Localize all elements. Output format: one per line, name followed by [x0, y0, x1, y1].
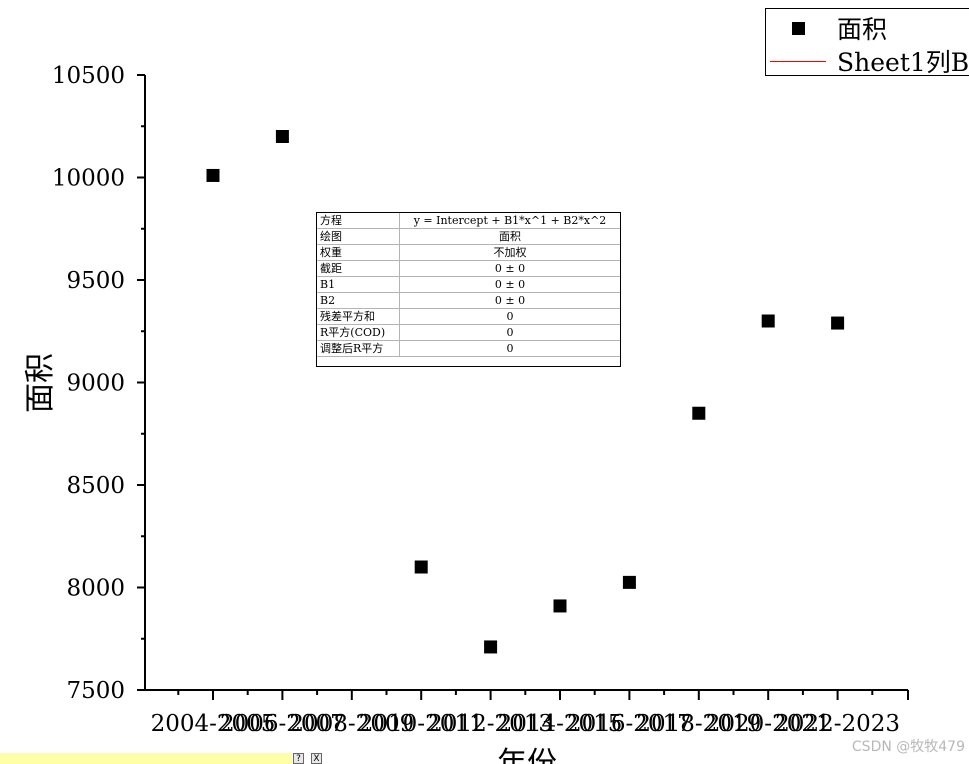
y-tick-label: 10000	[52, 166, 125, 192]
fit-table-value: 0 ± 0	[399, 260, 621, 277]
x-tick-label: 2020-2021	[706, 711, 831, 737]
x-tick-label: 2022-2023	[775, 711, 900, 737]
fit-table-value: 0	[399, 324, 621, 341]
data-point	[206, 168, 220, 182]
x-tick-label: 2016-2017	[567, 711, 692, 737]
fit-table-value: 0	[399, 340, 621, 357]
fit-table-row: 调整后R平方 0	[316, 340, 621, 357]
fit-table-row: 方程 y = Intercept + B1*x^1 + B2*x^2	[316, 212, 621, 229]
data-point	[553, 599, 567, 613]
x-tick-label: 2006-2007	[220, 711, 345, 737]
legend-label-sheet1-colb: Sheet1列B	[837, 48, 969, 77]
legend: 面积 Sheet1列B	[765, 8, 969, 77]
y-tick-label: 9000	[66, 371, 125, 397]
fit-table-value: 面积	[399, 228, 621, 245]
fit-table-value: 0 ± 0	[399, 292, 621, 309]
fit-table-key: R平方(COD)	[316, 324, 400, 341]
fit-table-key: 权重	[316, 244, 400, 261]
data-point	[761, 314, 775, 328]
fit-table-row: B1 0 ± 0	[316, 276, 621, 293]
fit-table-row: B2 0 ± 0	[316, 292, 621, 309]
status-bar	[0, 753, 292, 764]
watermark: CSDN @牧牧479	[851, 739, 965, 755]
fit-table-key: 截距	[316, 260, 400, 277]
x-tick-label: 2010-2011	[359, 711, 484, 737]
data-point	[275, 130, 289, 143]
x-tick-label: 2012-2013	[428, 711, 553, 737]
fit-table-row: 绘图 面积	[316, 228, 621, 245]
x-axis-title: 年份	[497, 746, 557, 764]
fit-table-key: B1	[316, 276, 400, 293]
fit-table-value: 0 ± 0	[399, 276, 621, 293]
fit-table-value: 0	[399, 308, 621, 325]
data-point	[414, 560, 428, 574]
fit-table-key: 方程	[316, 212, 400, 229]
fit-results-table: 方程 y = Intercept + B1*x^1 + B2*x^2 绘图 面积 权重不…	[316, 212, 621, 357]
x-tick-label: 2008-2009	[289, 711, 414, 737]
y-tick-label: 10500	[52, 63, 125, 89]
legend-label-area: 面积	[837, 15, 888, 44]
fit-table-row: R平方(COD) 0	[316, 324, 621, 341]
legend-line-marker	[770, 60, 826, 62]
fit-table-row: 截距 0 ± 0	[316, 260, 621, 277]
fit-table-key: 残差平方和	[316, 308, 400, 325]
x-tick-label: 2018-2019	[636, 711, 761, 737]
x-tick-label: 2014-2015	[498, 711, 623, 737]
data-point	[622, 575, 636, 589]
y-tick-label: 8500	[66, 473, 125, 499]
data-point	[831, 316, 845, 330]
data-point	[692, 406, 706, 420]
y-tick-label: 9500	[66, 268, 125, 294]
y-tick-label: 7500	[66, 678, 125, 704]
y-axis-title: 面积	[23, 353, 58, 413]
fit-table-key: 调整后R平方	[316, 340, 400, 357]
legend-square-marker	[792, 21, 805, 35]
help-button[interactable]: ?	[293, 753, 304, 764]
legend-item-sheet1-colb: Sheet1列B	[766, 45, 969, 77]
fit-table-key: B2	[316, 292, 400, 309]
y-tick-label: 8000	[66, 576, 125, 602]
fit-table-value: 不加权	[399, 244, 621, 261]
fit-table-row: 权重 不加权	[316, 244, 621, 261]
legend-item-area: 面积	[766, 12, 887, 44]
data-point	[484, 640, 498, 654]
fit-table-key: 绘图	[316, 228, 400, 245]
x-tick-label: 2004-2005	[151, 711, 276, 737]
close-button[interactable]: X	[311, 753, 322, 764]
fit-table-value: y = Intercept + B1*x^1 + B2*x^2	[399, 212, 621, 229]
fit-table-row: 残差平方和 0	[316, 308, 621, 325]
